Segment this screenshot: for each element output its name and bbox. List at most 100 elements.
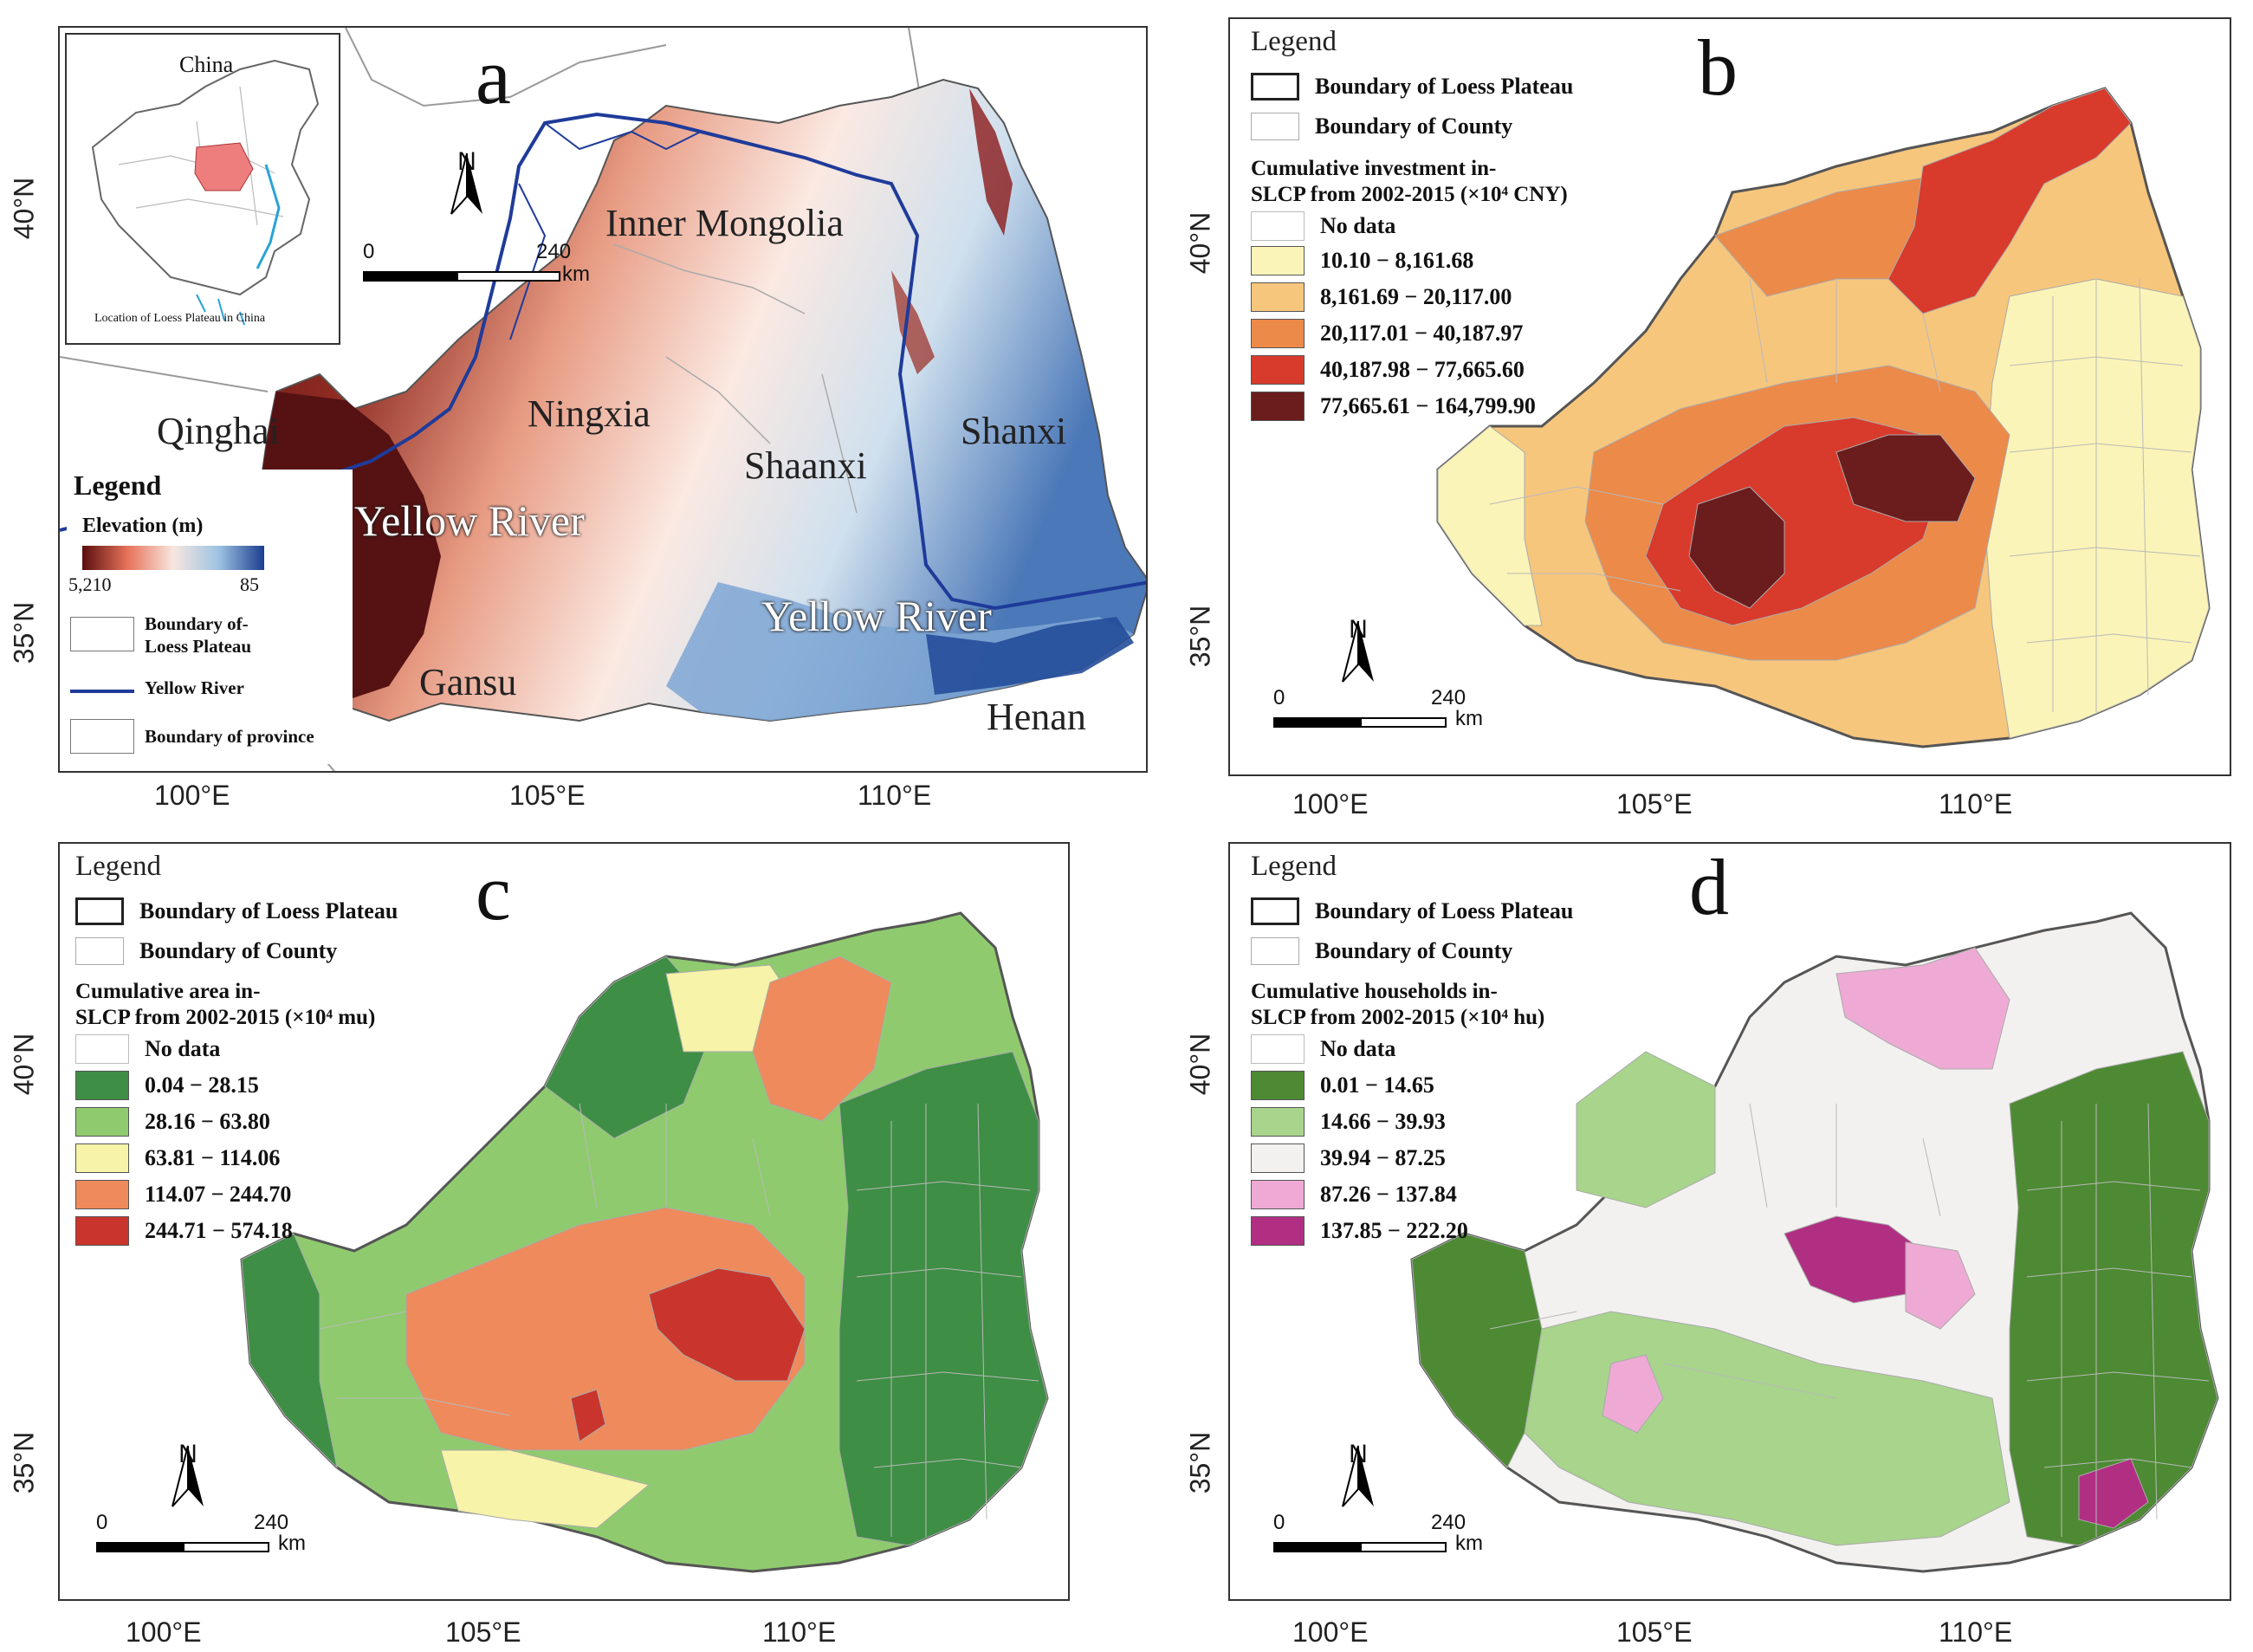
- panel-d-west-green: [1411, 1233, 1543, 1468]
- scale-zero: 0: [1273, 1511, 1285, 1534]
- scale-bar-white: [456, 271, 560, 282]
- label: 14.66 − 39.93: [1320, 1109, 1446, 1134]
- panel-a-legend: Legend Elevation (m) 5,210 85 Boundary o…: [67, 470, 353, 764]
- panel-a-ytick-35: 35°N: [8, 601, 40, 664]
- scale-zero: 0: [1273, 686, 1285, 709]
- label: 20,117.01 − 40,187.97: [1320, 321, 1524, 346]
- panel-c-no-data: No data: [75, 1034, 220, 1064]
- scale-bar: 0 240 km: [363, 240, 590, 292]
- label: Boundary of County: [139, 938, 338, 963]
- north-arrow: N: [441, 149, 493, 215]
- swatch: [75, 1034, 129, 1064]
- scale-unit: km: [1455, 1532, 1483, 1555]
- label: 28.16 − 63.80: [145, 1109, 270, 1134]
- swatch-thin: [75, 937, 124, 965]
- panel-b-scale-bar: 0 240 km: [1273, 686, 1516, 738]
- label: 114.07 − 244.70: [145, 1182, 292, 1207]
- swatch: [75, 1143, 129, 1173]
- swatch-thick: [75, 897, 124, 925]
- loess-plateau-highlight: [194, 142, 254, 191]
- label-yellow-river-west: Yellow River: [354, 496, 585, 545]
- panel-c-county-lines: [319, 1103, 1039, 1537]
- swatch: [75, 1107, 129, 1137]
- panel-b-class-4: 40,187.98 − 77,665.60: [1251, 355, 1525, 385]
- swatch: [1251, 1071, 1305, 1100]
- panel-d-class-5: 137.85 − 222.20: [1251, 1216, 1468, 1246]
- panel-d-pink-central: [1905, 1241, 1976, 1330]
- panel-d-pink-north: [1835, 947, 2010, 1070]
- elevation-label: Elevation (m): [82, 515, 204, 537]
- north-arrow-icon: [1342, 620, 1374, 683]
- label: 10.10 − 8,161.68: [1320, 248, 1474, 273]
- panel-b-west-low: [1437, 425, 1543, 626]
- label: No data: [145, 1036, 221, 1061]
- panel-c-class-1: 0.04 − 28.15: [75, 1071, 259, 1100]
- panel-b-red-north: [1887, 87, 2132, 314]
- label: Boundary of Loess Plateau: [1315, 898, 1574, 923]
- lowland-basin: [666, 582, 1134, 721]
- scale-bar-black: [96, 1542, 185, 1552]
- label: Boundary of Loess Plateau: [1315, 74, 1574, 99]
- panel-b-class-5: 77,665.61 − 164,799.90: [1251, 392, 1536, 421]
- boundary-lp-label-1: Boundary of-: [145, 613, 249, 634]
- label-qinghai: Qinghai: [157, 410, 280, 452]
- panel-b-xtick-110: 110°E: [1939, 788, 2013, 820]
- panel-b-class-2: 8,161.69 − 20,117.00: [1251, 282, 1512, 312]
- panel-d-scale-bar: 0 240 km: [1273, 1511, 1516, 1563]
- ridge-northeast: [969, 88, 1013, 236]
- north-arrow-icon: [450, 152, 482, 215]
- elevation-ramp: [82, 546, 264, 570]
- inset-map-canvas: [91, 59, 320, 326]
- boundary-province-swatch: [70, 719, 134, 754]
- panel-b-county-lines: [1489, 278, 2201, 712]
- loess-plateau-shape: [249, 78, 1146, 722]
- scale-bar-black: [363, 271, 458, 282]
- panel-a-xtick-110: 110°E: [858, 780, 932, 811]
- label: No data: [1320, 213, 1396, 238]
- elevation-low: 85: [240, 573, 259, 595]
- scale-bar-black: [1273, 1542, 1362, 1552]
- panel-b-legend-boundary-lp: Boundary of Loess Plateau: [1251, 73, 1573, 100]
- boundary-lp-label-2: Loess Plateau: [145, 636, 252, 657]
- label: 137.85 − 222.20: [1320, 1218, 1468, 1243]
- panel-c-red-central: [648, 1267, 806, 1382]
- panel-d-legend-subtitle-1: Cumulative households in-: [1251, 980, 1498, 1003]
- panel-c-yellow-south: [440, 1449, 651, 1529]
- panel-b-class-1: 10.10 − 8,161.68: [1251, 246, 1473, 275]
- inset-title: China: [179, 52, 234, 77]
- scale-bar-white: [1360, 1542, 1447, 1552]
- panel-b-north-arrow: N: [1332, 617, 1384, 683]
- panel-b-map-canvas: [1436, 87, 2211, 748]
- scale-unit: km: [1455, 707, 1483, 730]
- panel-c-ytick-35: 35°N: [8, 1431, 40, 1494]
- panel-b-no-data: No data: [1251, 211, 1395, 241]
- label: 77,665.61 − 164,799.90: [1320, 393, 1536, 418]
- panel-b-letter: b: [1698, 23, 1738, 112]
- panel-d-xtick-105: 105°E: [1616, 1616, 1693, 1648]
- panel-a-elevation-map: China Location of Loess Plateau in China…: [58, 26, 1148, 773]
- panel-d-north-lightgreen: [1576, 1051, 1716, 1208]
- label: No data: [1320, 1036, 1396, 1061]
- label-shanxi: Shanxi: [961, 410, 1067, 452]
- label: 0.04 − 28.15: [145, 1072, 259, 1098]
- panel-b-darkred-east: [1835, 434, 1976, 522]
- panel-b-ytick-35: 35°N: [1184, 605, 1216, 668]
- scale-max: 240: [1431, 686, 1466, 709]
- panel-b-xtick-100: 100°E: [1292, 788, 1369, 820]
- yellow-river-legend-label: Yellow River: [145, 677, 244, 698]
- panel-d-households-map: d Legend Boundary of Loess Plateau Bound…: [1228, 842, 2231, 1601]
- panel-b-class-3: 20,117.01 − 40,187.97: [1251, 319, 1523, 348]
- swatch: [1251, 355, 1305, 385]
- label-ningxia: Ningxia: [528, 392, 651, 435]
- scale-zero: 0: [96, 1511, 108, 1534]
- panel-d-class-2: 14.66 − 39.93: [1251, 1107, 1446, 1137]
- label: Boundary of County: [1315, 113, 1513, 139]
- swatch: [75, 1071, 129, 1100]
- swatch: [75, 1180, 129, 1209]
- panel-d-legend-subtitle-2: SLCP from 2002-2015 (×10⁴ hu): [1251, 1006, 1545, 1029]
- swatch-thick: [1251, 73, 1299, 100]
- label-gansu: Gansu: [419, 661, 517, 703]
- panel-d-pink-west: [1602, 1354, 1664, 1434]
- swatch: [1251, 319, 1305, 348]
- panel-c-xtick-100: 100°E: [126, 1616, 202, 1648]
